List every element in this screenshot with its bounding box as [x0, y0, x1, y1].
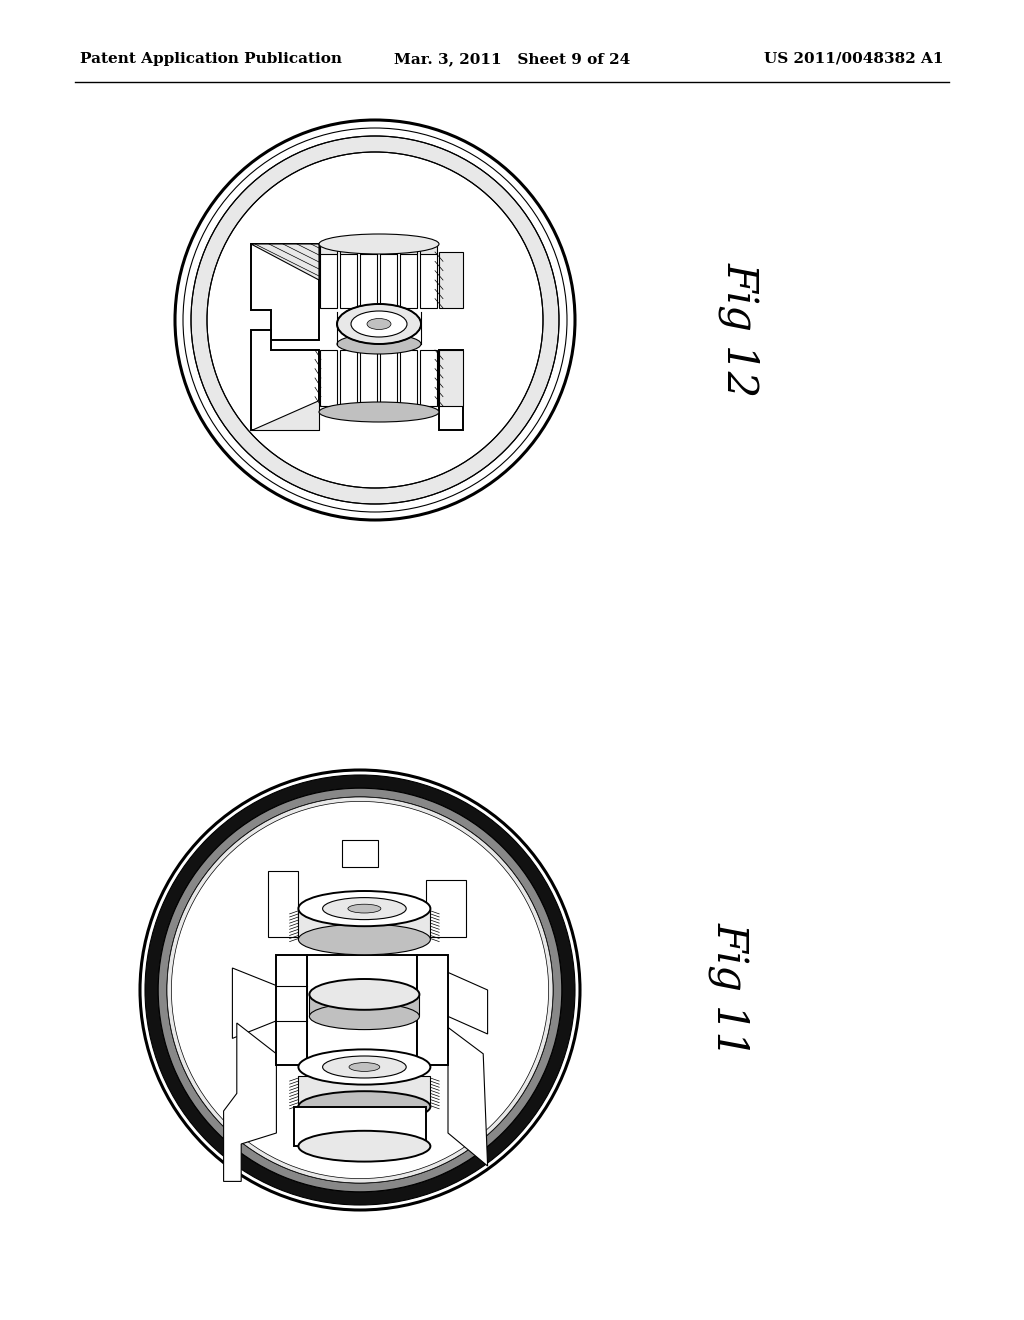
Bar	[360, 350, 377, 407]
Polygon shape	[223, 1023, 276, 1181]
Polygon shape	[449, 973, 487, 1034]
Bar	[426, 880, 466, 937]
Ellipse shape	[298, 1049, 430, 1085]
Ellipse shape	[319, 403, 439, 422]
Ellipse shape	[323, 1056, 407, 1078]
Text: Mar. 3, 2011   Sheet 9 of 24: Mar. 3, 2011 Sheet 9 of 24	[394, 51, 630, 66]
Bar	[298, 908, 430, 940]
Wedge shape	[158, 788, 562, 1192]
Bar	[380, 242, 397, 253]
Bar	[340, 242, 357, 253]
Wedge shape	[191, 136, 559, 504]
Bar	[380, 350, 397, 407]
Ellipse shape	[309, 979, 420, 1010]
Ellipse shape	[323, 898, 407, 920]
Ellipse shape	[309, 1003, 420, 1030]
Bar	[298, 1076, 430, 1106]
Ellipse shape	[298, 1092, 430, 1122]
Bar	[319, 350, 337, 407]
Bar	[420, 242, 437, 253]
Ellipse shape	[348, 904, 381, 913]
Polygon shape	[232, 968, 276, 1039]
Ellipse shape	[298, 924, 430, 954]
Bar	[360, 252, 377, 308]
Bar	[420, 350, 437, 407]
Bar	[309, 994, 420, 1016]
Bar	[439, 252, 463, 308]
Bar	[267, 871, 298, 937]
Polygon shape	[449, 1027, 487, 1166]
Bar	[400, 350, 417, 407]
Bar	[319, 252, 337, 308]
Bar	[307, 954, 417, 1065]
Text: Fig 12: Fig 12	[719, 263, 761, 397]
Ellipse shape	[337, 334, 421, 354]
Text: Fig 11: Fig 11	[709, 923, 751, 1057]
Wedge shape	[167, 797, 553, 1183]
Ellipse shape	[319, 234, 439, 253]
Bar	[400, 252, 417, 308]
Polygon shape	[251, 330, 319, 430]
Bar	[417, 954, 449, 1065]
Bar	[319, 242, 337, 253]
Circle shape	[171, 801, 549, 1179]
Bar	[420, 252, 437, 308]
Bar	[294, 1106, 426, 1146]
Bar	[276, 954, 307, 1065]
Wedge shape	[145, 775, 575, 1205]
Circle shape	[207, 152, 543, 488]
Bar	[360, 242, 377, 253]
Ellipse shape	[298, 1131, 430, 1162]
Polygon shape	[439, 350, 463, 430]
Bar	[340, 252, 357, 308]
Text: Patent Application Publication: Patent Application Publication	[80, 51, 342, 66]
Ellipse shape	[298, 891, 430, 927]
Bar	[340, 350, 357, 407]
Text: US 2011/0048382 A1: US 2011/0048382 A1	[765, 51, 944, 66]
Ellipse shape	[351, 312, 407, 337]
Bar	[342, 841, 378, 867]
Bar	[380, 252, 397, 308]
Ellipse shape	[367, 318, 391, 330]
Ellipse shape	[349, 1063, 380, 1072]
Polygon shape	[251, 244, 319, 341]
Polygon shape	[251, 400, 319, 430]
Ellipse shape	[337, 304, 421, 345]
Bar	[400, 242, 417, 253]
Bar	[439, 350, 463, 407]
Polygon shape	[251, 244, 319, 280]
